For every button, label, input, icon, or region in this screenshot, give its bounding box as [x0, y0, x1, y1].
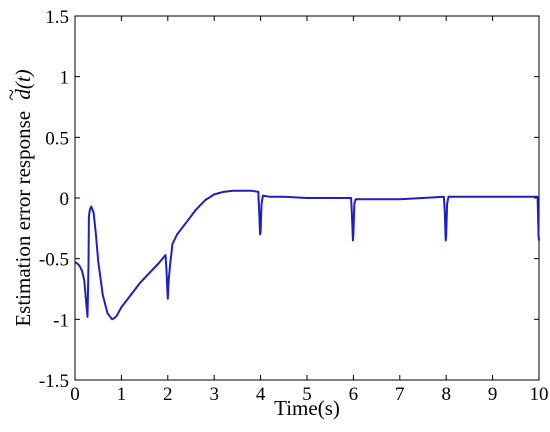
- y-tick-label: 1: [60, 68, 70, 89]
- svg-text:Estimation error response: Estimation error response d(t): [11, 69, 35, 326]
- y-axis-title: Estimation error response d(t): [11, 69, 35, 326]
- y-tick-label: 1.5: [45, 7, 69, 28]
- x-tick-label: 7: [395, 384, 405, 405]
- y-tick-label: 0: [60, 189, 70, 210]
- x-tick-label: 6: [349, 384, 359, 405]
- y-tick-label: -0.5: [39, 250, 69, 271]
- series-group: [74, 189, 540, 321]
- y-tick-label: -1: [53, 310, 69, 331]
- axis-tick-labels: 0 1 2 3 4 5 6 7 8 9 10 -1.5 -1 -0.5 0 0.5 1 1.5: [39, 7, 549, 405]
- y-axis-title-text: Estimation error response: [11, 111, 35, 327]
- y-tick-label: -1.5: [39, 371, 69, 392]
- x-tick-label: 1: [117, 384, 127, 405]
- y-axis-title-arg: (t): [11, 69, 35, 89]
- y-tick-label: 0.5: [45, 128, 69, 149]
- x-tick-label: 5: [302, 384, 312, 405]
- x-axis-title: Time(s): [274, 396, 340, 420]
- x-tick-label: 0: [70, 384, 80, 405]
- x-tick-label: 9: [488, 384, 498, 405]
- y-axis-title-accent: ~: [0, 89, 23, 101]
- x-tick-label: 8: [441, 384, 451, 405]
- x-tick-label: 3: [209, 384, 219, 405]
- series-line: [74, 189, 540, 321]
- x-tick-label: 2: [163, 384, 173, 405]
- y-axis-title-symbol: d: [11, 89, 35, 100]
- axis-ticks: [74, 15, 540, 381]
- x-tick-label: 10: [530, 384, 549, 405]
- x-tick-label: 4: [256, 384, 266, 405]
